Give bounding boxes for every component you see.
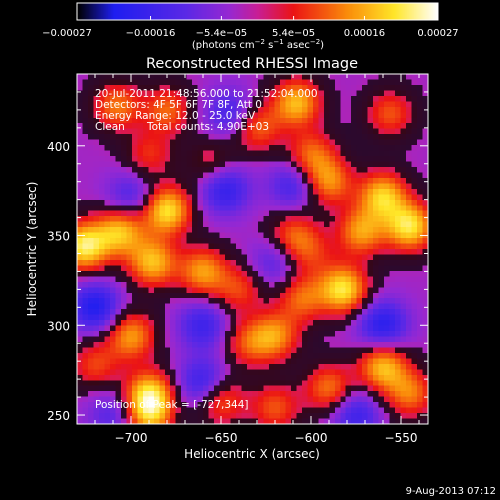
heatmap-image bbox=[77, 74, 428, 424]
annotation-time-range: 20-Jul-2011 21:48:56.000 to 21:52:04.000 bbox=[95, 88, 318, 100]
x-axis-tick-labels: −700 −650 −600 −550 bbox=[115, 431, 418, 445]
x-tick-label: −700 bbox=[115, 431, 148, 445]
y-axis-ticks bbox=[77, 73, 428, 416]
footer-date: 9-Aug-2013 07:12 bbox=[406, 486, 496, 497]
colorbar-tick-label: −5.4e−05 bbox=[196, 28, 248, 39]
x-tick-label: −650 bbox=[205, 431, 238, 445]
y-tick-label: 300 bbox=[47, 319, 70, 333]
plot-annotations: 20-Jul-2011 21:48:56.000 to 21:52:04.000… bbox=[95, 88, 318, 411]
y-axis-label: Heliocentric Y (arcsec) bbox=[25, 182, 39, 317]
annotation-total-counts: Total counts: 4.90E+03 bbox=[146, 121, 269, 133]
colorbar-tick-label: 0.00016 bbox=[344, 28, 385, 39]
colorbar-tick-label: 5.4e−05 bbox=[272, 28, 315, 39]
colorbar-gradient bbox=[77, 3, 438, 20]
y-tick-label: 400 bbox=[47, 140, 70, 154]
colorbar-frame bbox=[76, 2, 439, 21]
colorbar-tick-label: −0.00016 bbox=[126, 28, 176, 39]
colorbar-tick-label: 0.00027 bbox=[417, 28, 458, 39]
annotation-energy-range: Energy Range: 12.0 - 25.0 keV bbox=[95, 110, 256, 122]
x-axis-label: Heliocentric X (arcsec) bbox=[184, 447, 320, 461]
x-axis-ticks bbox=[94, 74, 420, 424]
y-tick-label: 250 bbox=[47, 409, 70, 423]
y-tick-label: 350 bbox=[47, 230, 70, 244]
colorbar-tick-labels: −0.00027 −0.00016 −5.4e−05 5.4e−05 0.00016 0.… bbox=[42, 28, 459, 39]
plot-frame bbox=[76, 73, 429, 425]
colorbar-units: (photons cm−2 s−1 asec−2) bbox=[192, 38, 324, 51]
annotation-clean-label: Clean bbox=[95, 121, 125, 133]
x-tick-label: −600 bbox=[295, 431, 328, 445]
x-tick-label: −550 bbox=[385, 431, 418, 445]
colorbar-ticks bbox=[76, 16, 439, 20]
colorbar-tick-label: −0.00027 bbox=[42, 28, 92, 39]
annotation-peak-position: Position of Peak = [-727,344] bbox=[95, 399, 249, 411]
chart-title: Reconstructed RHESSI Image bbox=[146, 56, 358, 72]
y-axis-tick-labels: 250 300 350 400 bbox=[47, 140, 70, 423]
annotation-detectors: Detectors: 4F 5F 6F 7F 8F, Att 0 bbox=[95, 99, 262, 111]
colorbar: −0.00027 −0.00016 −5.4e−05 5.4e−05 0.00016 0.… bbox=[42, 2, 459, 51]
